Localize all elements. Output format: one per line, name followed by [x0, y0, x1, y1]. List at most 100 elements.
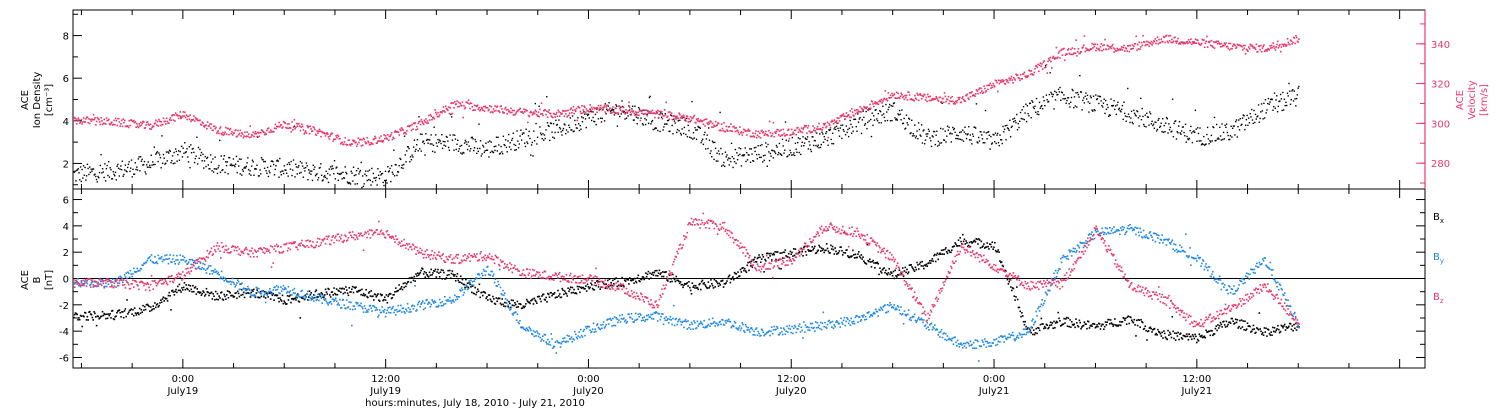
velocity-point [461, 101, 464, 104]
velocity-point [114, 123, 116, 126]
density-point [1267, 97, 1270, 100]
velocity-point [82, 121, 84, 123]
b-bx-point [1288, 325, 1290, 328]
velocity-point [337, 135, 340, 138]
velocity-point [684, 118, 687, 120]
velocity-point [389, 135, 391, 137]
b-bx-point [276, 294, 279, 297]
density-point [446, 136, 448, 138]
velocity-point [463, 104, 465, 107]
density-point [321, 180, 324, 182]
density-point [451, 139, 454, 141]
b-bx-point [1006, 278, 1009, 281]
density-point [1215, 139, 1217, 142]
b-bx-point [164, 297, 166, 299]
x-tick-label-date: July19 [166, 386, 198, 397]
velocity-point [1190, 43, 1193, 46]
b-bx-point [73, 316, 75, 319]
b-bx-point [970, 240, 972, 243]
density-point [1044, 104, 1046, 107]
velocity-point [604, 111, 607, 113]
density-point [1080, 91, 1083, 93]
density-point [677, 120, 679, 122]
density-point [150, 154, 152, 156]
velocity-point [836, 117, 839, 119]
velocity-point [747, 128, 750, 131]
density-point [1295, 105, 1297, 107]
density-point [935, 134, 937, 136]
b-bx-point [216, 292, 219, 295]
density-point [1022, 105, 1025, 108]
b-bx-point [488, 294, 491, 297]
b-bx-point [428, 271, 431, 274]
density-point [1200, 144, 1203, 146]
density-point [1224, 124, 1226, 127]
density-point [918, 128, 921, 131]
velocity-point [293, 118, 296, 121]
density-point [1025, 120, 1028, 123]
density-point [438, 139, 441, 141]
density-point [343, 177, 346, 179]
b-bx-point [732, 278, 735, 281]
density-point [197, 146, 200, 149]
x-tick-label-time: 0:00 [577, 374, 599, 385]
velocity-point [353, 139, 356, 142]
b-bx-point [146, 303, 149, 306]
density-point [1181, 130, 1183, 132]
density-point [636, 122, 638, 125]
density-point [324, 176, 327, 179]
density-point [573, 130, 575, 132]
b-bx-point [1087, 320, 1090, 323]
b-bx-point [961, 243, 963, 245]
velocity-point [82, 117, 85, 119]
density-point [588, 117, 591, 119]
density-point [597, 118, 600, 120]
velocity-point [203, 126, 206, 128]
density-point [894, 117, 896, 119]
velocity-point [349, 143, 351, 146]
velocity-point [1121, 49, 1124, 51]
density-point [931, 135, 934, 137]
density-point [424, 154, 426, 156]
b-by-point [132, 267, 135, 270]
b-bx-point [984, 246, 987, 249]
velocity-point [203, 125, 205, 127]
b-bx-point [576, 285, 579, 288]
velocity-point [853, 115, 855, 117]
density-point [107, 161, 110, 163]
velocity-point [202, 122, 204, 124]
density-point [1037, 110, 1039, 113]
density-point [1187, 138, 1190, 141]
b-bx-point [208, 294, 210, 297]
velocity-point [961, 97, 963, 100]
density-point [208, 168, 210, 170]
b-bx-point [579, 291, 581, 294]
velocity-point [803, 126, 805, 129]
density-point [134, 162, 137, 164]
density-point [793, 154, 796, 157]
b-bx-point [484, 292, 487, 294]
density-point [177, 153, 179, 156]
density-point [911, 119, 913, 122]
density-point [523, 132, 525, 134]
density-point [236, 171, 238, 174]
density-point [1182, 126, 1184, 128]
density-point [876, 120, 879, 122]
density-point [549, 122, 552, 124]
velocity-point [649, 112, 652, 115]
density-point [447, 140, 449, 142]
b-bx-point [1134, 324, 1136, 326]
velocity-point [1204, 42, 1207, 45]
b-bx-point [692, 286, 694, 289]
b-bx-point [876, 261, 879, 264]
velocity-point [993, 84, 995, 87]
density-point [143, 160, 146, 163]
b-bx-point [379, 293, 382, 295]
velocity-point [1174, 40, 1177, 43]
velocity-point [1183, 41, 1185, 44]
density-point [676, 128, 679, 131]
b-bx-point [950, 249, 953, 252]
velocity-point [1131, 44, 1134, 46]
b-by-point [130, 273, 133, 275]
velocity-point [529, 111, 531, 114]
